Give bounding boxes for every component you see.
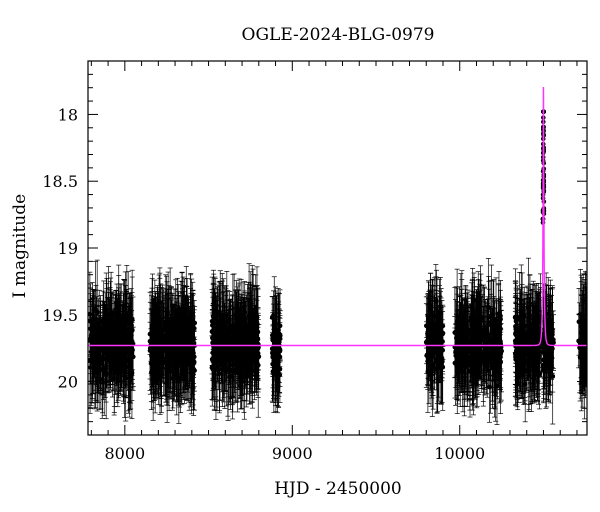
data-point: [275, 338, 281, 344]
data-point: [247, 348, 253, 354]
data-point: [119, 339, 125, 345]
data-season-5: [423, 264, 446, 417]
data-point: [109, 323, 115, 329]
data-point: [424, 340, 429, 346]
data-point: [104, 333, 110, 338]
data-point: [91, 348, 97, 354]
data-point: [170, 355, 175, 361]
data-point: [430, 338, 436, 344]
data-point: [178, 316, 184, 322]
data-point: [252, 331, 258, 336]
data-point: [242, 348, 247, 354]
data-point: [103, 371, 109, 377]
data-point: [234, 347, 240, 353]
data-season-1: [88, 259, 136, 422]
data-point: [157, 318, 163, 324]
data-point: [156, 356, 162, 362]
data-point: [250, 368, 255, 374]
data-point: [223, 313, 229, 318]
data-point: [99, 355, 105, 361]
data-point: [111, 363, 117, 368]
data-season-6: [452, 258, 505, 425]
data-point: [150, 359, 155, 365]
data-point: [223, 358, 229, 364]
data-point: [123, 339, 129, 344]
data-point: [125, 327, 131, 333]
data-point: [248, 319, 254, 325]
data-point: [100, 317, 106, 323]
data-point: [88, 336, 93, 342]
data-point: [126, 332, 132, 338]
data-point: [225, 366, 231, 372]
data-point: [164, 310, 170, 316]
data-point: [214, 355, 220, 361]
chart-title: OGLE-2024-BLG-0979: [242, 25, 435, 45]
data-point: [427, 332, 433, 338]
data-point: [437, 310, 443, 316]
data-point: [171, 337, 177, 343]
data-point: [217, 350, 222, 356]
data-point: [182, 337, 188, 343]
data-point: [191, 366, 197, 372]
data-point: [103, 337, 109, 343]
data-point: [101, 366, 107, 371]
data-point: [437, 322, 442, 328]
data-point: [237, 351, 243, 357]
data-point: [110, 331, 116, 337]
data-season-4: [269, 276, 283, 414]
data-season-2: [147, 266, 198, 424]
data-point: [434, 358, 440, 364]
data-point: [209, 318, 215, 324]
data-point: [172, 331, 178, 337]
data-point: [168, 324, 174, 330]
data-point: [150, 334, 156, 340]
data-season-3: [209, 263, 262, 421]
data-point: [123, 376, 129, 381]
data-point: [160, 334, 166, 340]
data-point: [221, 349, 227, 355]
data-point: [181, 329, 186, 335]
data-point: [273, 361, 278, 367]
data-point: [238, 339, 243, 345]
data-point: [440, 339, 445, 344]
data-point: [108, 342, 114, 348]
data-point: [440, 330, 446, 336]
data-point: [129, 327, 135, 333]
data-point: [211, 327, 217, 333]
data-point: [117, 330, 123, 335]
plot-area: [88, 105, 587, 425]
data-point: [217, 331, 223, 336]
data-point: [156, 324, 162, 330]
data-point: [188, 322, 193, 328]
data-point: [431, 332, 437, 337]
data-point: [235, 335, 241, 340]
data-point: [173, 350, 179, 356]
data-point: [164, 356, 170, 361]
